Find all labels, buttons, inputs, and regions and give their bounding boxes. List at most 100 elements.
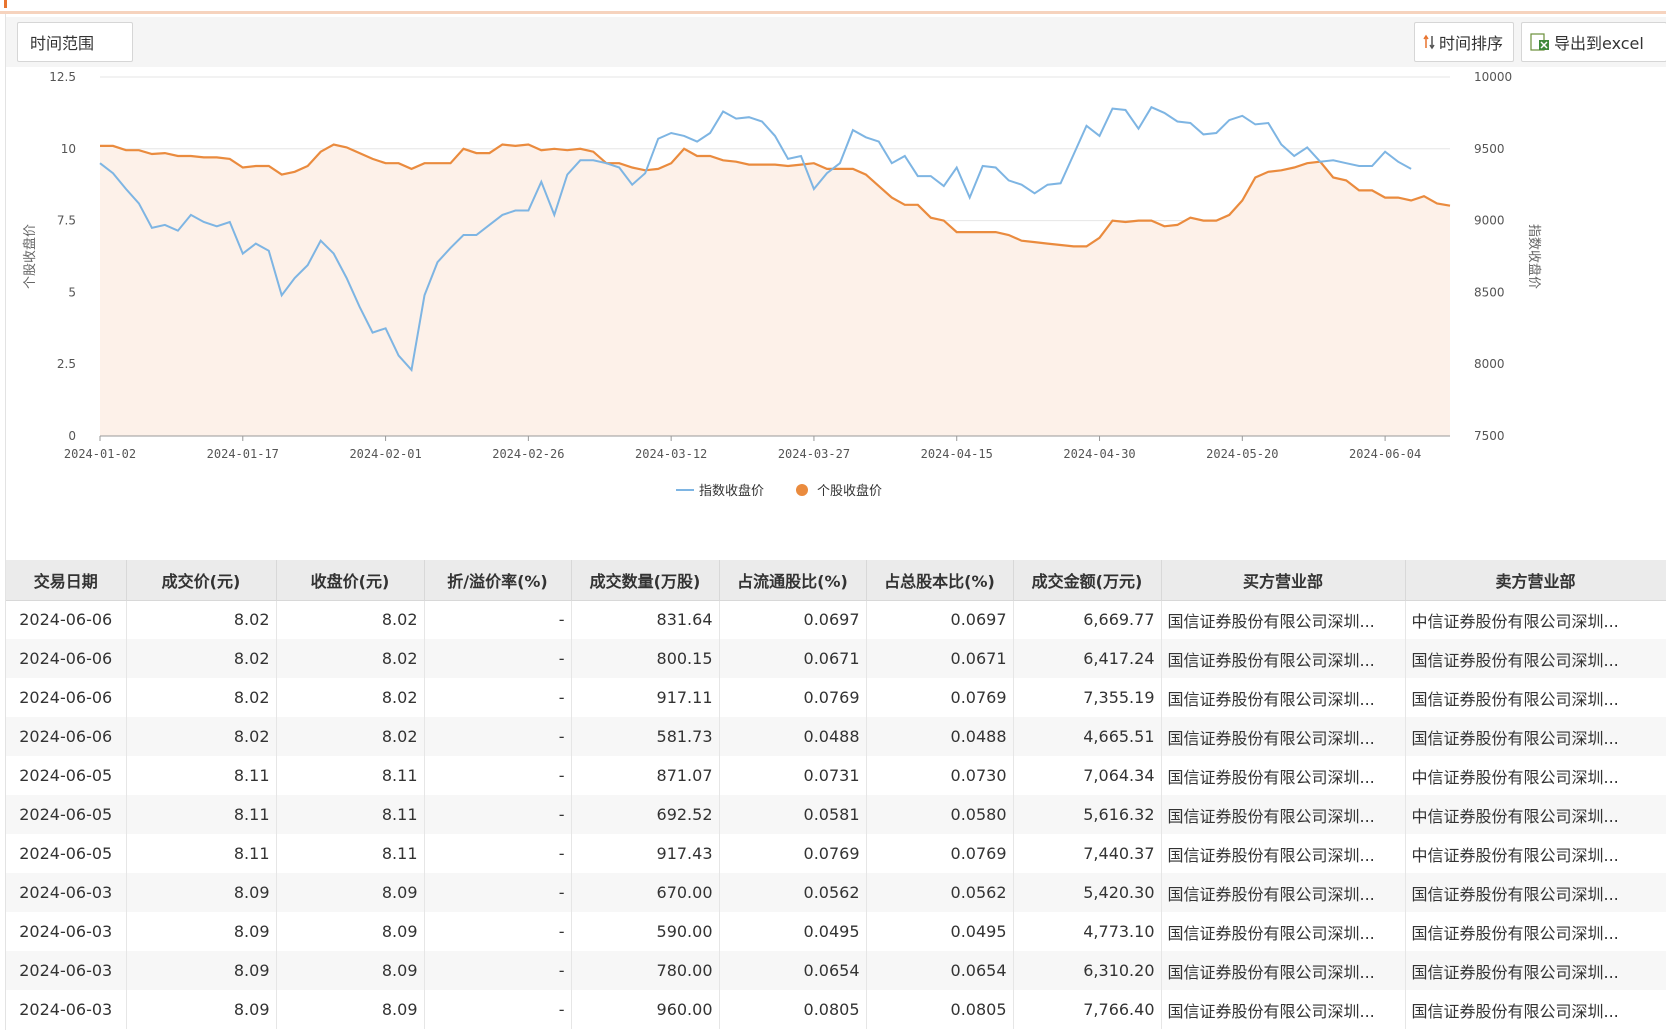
cell-amount: 6,310.20 [1013,951,1162,990]
excel-icon [1530,33,1550,51]
x-axis-tick-label: 2024-05-20 [1206,447,1278,461]
left-axis-tick-label: 0 [68,429,76,443]
table-row[interactable]: 2024-06-06 8.02 8.02-831.64 0.0697 0.0697 6,6… [6,600,1666,639]
table-row[interactable]: 2024-06-06 8.02 8.02-917.11 0.0769 0.0769 7,3… [6,678,1666,717]
cell-seller-branch: 国信证券股份有限公司深圳... [1405,678,1666,717]
table-row[interactable]: 2024-06-05 8.11 8.11-692.52 0.0581 0.0580 5,6… [6,795,1666,834]
table-body: 2024-06-06 8.02 8.02-831.64 0.0697 0.0697 6,6… [6,600,1666,1029]
cell-total-ratio: 0.0671 [866,639,1014,678]
table-row[interactable]: 2024-06-06 8.02 8.02-800.15 0.0671 0.0671 6,4… [6,639,1666,678]
time-sort-button[interactable]: 时间排序 [1414,22,1514,62]
cell-close-price: 8.02 [276,600,425,639]
cell-buyer-branch: 国信证券股份有限公司深圳... [1161,639,1406,678]
table-row[interactable]: 2024-06-03 8.09 8.09-960.00 0.0805 0.0805 7,7… [6,990,1666,1029]
left-axis-tick-label: 10 [61,142,76,156]
stock-close-line [100,143,1451,248]
block-trade-table-wrap: 交易日期 成交价(元) 收盘价(元) 折/溢价率(%) 成交数量(万股) 占流通股比(%)… [6,560,1666,1030]
left-axis-tick-label: 12.5 [49,70,76,84]
cell-volume: 692.52 [571,795,720,834]
cell-volume: 917.11 [571,678,720,717]
cell-amount: 6,669.77 [1013,600,1162,639]
cell-premium-rate: - [424,834,572,873]
header-volume[interactable]: 成交数量(万股) [571,560,720,601]
cell-buyer-branch: 国信证券股份有限公司深圳... [1161,756,1406,795]
export-excel-button[interactable]: 导出到excel [1521,22,1666,62]
cell-trade-price: 8.09 [126,951,277,990]
cell-buyer-branch: 国信证券股份有限公司深圳... [1161,795,1406,834]
header-premium-rate[interactable]: 折/溢价率(%) [424,560,572,601]
cell-trade-date: 2024-06-06 [6,600,127,639]
header-seller-branch[interactable]: 卖方营业部 [1405,560,1666,601]
cell-amount: 7,064.34 [1013,756,1162,795]
left-axis-tick-label: 7.5 [57,214,76,228]
cell-buyer-branch: 国信证券股份有限公司深圳... [1161,678,1406,717]
cell-float-ratio: 0.0769 [719,678,867,717]
cell-buyer-branch: 国信证券股份有限公司深圳... [1161,912,1406,951]
table-row[interactable]: 2024-06-05 8.11 8.11-917.43 0.0769 0.0769 7,4… [6,834,1666,873]
cell-volume: 670.00 [571,873,720,912]
header-accent [4,0,7,8]
cell-float-ratio: 0.0731 [719,756,867,795]
cell-premium-rate: - [424,678,572,717]
cell-amount: 5,420.30 [1013,873,1162,912]
cell-total-ratio: 0.0654 [866,951,1014,990]
left-axis-tick-label: 5 [68,285,76,299]
table-header-row: 交易日期 成交价(元) 收盘价(元) 折/溢价率(%) 成交数量(万股) 占流通股比(%)… [6,560,1666,601]
cell-volume: 960.00 [571,990,720,1029]
cell-seller-branch: 国信证券股份有限公司深圳... [1405,639,1666,678]
x-axis-tick-label: 2024-01-17 [207,447,279,461]
time-range-button[interactable]: 时间范围 [17,22,133,62]
cell-float-ratio: 0.0581 [719,795,867,834]
table-row[interactable]: 2024-06-03 8.09 8.09-670.00 0.0562 0.0562 5,4… [6,873,1666,912]
header-trade-date[interactable]: 交易日期 [6,560,127,601]
cell-float-ratio: 0.0805 [719,990,867,1029]
table-row[interactable]: 2024-06-06 8.02 8.02-581.73 0.0488 0.0488 4,6… [6,717,1666,756]
header-close-price[interactable]: 收盘价(元) [276,560,425,601]
table-row[interactable]: 2024-06-03 8.09 8.09-780.00 0.0654 0.0654 6,3… [6,951,1666,990]
cell-seller-branch: 中信证券股份有限公司深圳... [1405,600,1666,639]
cell-amount: 7,766.40 [1013,990,1162,1029]
cell-premium-rate: - [424,795,572,834]
cell-premium-rate: - [424,912,572,951]
cell-close-price: 8.11 [276,795,425,834]
cell-total-ratio: 0.0805 [866,990,1014,1029]
cell-volume: 917.43 [571,834,720,873]
cell-premium-rate: - [424,600,572,639]
time-range-label: 时间范围 [30,34,95,53]
cell-total-ratio: 0.0769 [866,834,1014,873]
cell-amount: 6,417.24 [1013,639,1162,678]
cell-trade-price: 8.02 [126,678,277,717]
cell-close-price: 8.09 [276,951,425,990]
cell-total-ratio: 0.0562 [866,873,1014,912]
cell-premium-rate: - [424,990,572,1029]
cell-close-price: 8.09 [276,990,425,1029]
cell-volume: 581.73 [571,717,720,756]
cell-amount: 7,355.19 [1013,678,1162,717]
cell-trade-price: 8.09 [126,912,277,951]
left-axis-tick-label: 2.5 [57,357,76,371]
price-chart: 0 2.5 5 7.5 10 12.5 7500 8000 8500 9000 9500 10000 个… [6,67,1666,537]
header-trade-price[interactable]: 成交价(元) [126,560,277,601]
left-axis-title: 个股收盘价 [22,224,38,289]
stock-area [100,144,1450,436]
header-float-ratio[interactable]: 占流通股比(%) [719,560,867,601]
cell-trade-price: 8.02 [126,600,277,639]
cell-premium-rate: - [424,756,572,795]
header-buyer-branch[interactable]: 买方营业部 [1161,560,1406,601]
cell-float-ratio: 0.0671 [719,639,867,678]
cell-seller-branch: 中信证券股份有限公司深圳... [1405,834,1666,873]
cell-close-price: 8.02 [276,639,425,678]
cell-trade-price: 8.09 [126,990,277,1029]
header-amount[interactable]: 成交金额(万元) [1013,560,1162,601]
table-row[interactable]: 2024-06-03 8.09 8.09-590.00 0.0495 0.0495 4,7… [6,912,1666,951]
block-trade-table: 交易日期 成交价(元) 收盘价(元) 折/溢价率(%) 成交数量(万股) 占流通股比(%)… [6,560,1666,1029]
cell-total-ratio: 0.0488 [866,717,1014,756]
cell-volume: 780.00 [571,951,720,990]
header-total-ratio[interactable]: 占总股本比(%) [866,560,1014,601]
right-axis-tick-label: 8500 [1474,285,1505,299]
cell-total-ratio: 0.0495 [866,912,1014,951]
cell-volume: 590.00 [571,912,720,951]
x-axis-tick-label: 2024-04-30 [1063,447,1135,461]
cell-float-ratio: 0.0488 [719,717,867,756]
table-row[interactable]: 2024-06-05 8.11 8.11-871.07 0.0731 0.0730 7,0… [6,756,1666,795]
